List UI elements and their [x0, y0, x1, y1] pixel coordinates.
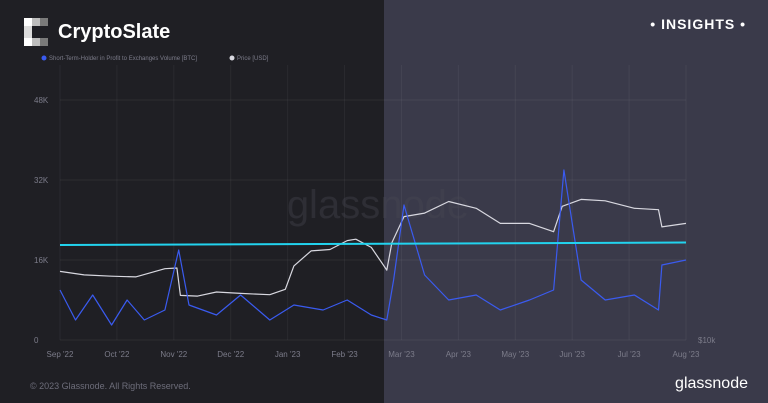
y-tick-label: 32K [34, 176, 49, 185]
chart-legend: Short-Term-Holder in Profit to Exchanges… [41, 55, 269, 62]
x-tick-label: Mar '23 [388, 350, 415, 359]
glassnode-logo: glassnode [675, 375, 748, 392]
legend-label: Short-Term-Holder in Profit to Exchanges… [49, 56, 197, 62]
cryptoslate-logo-icon [24, 18, 48, 46]
watermark-text: glassnode [287, 183, 469, 227]
grid-lines [59, 65, 687, 341]
x-tick-label: Dec '22 [217, 350, 244, 359]
brand-header: CryptoSlate [24, 18, 170, 46]
legend-marker [41, 55, 47, 61]
x-tick-label: Oct '22 [104, 350, 130, 359]
x-tick-label: Nov '22 [160, 350, 187, 359]
x-tick-label: Apr '23 [446, 350, 472, 359]
x-tick-label: Jan '23 [275, 350, 301, 359]
y-tick-label: 16K [34, 256, 49, 265]
background-left-panel [0, 0, 384, 403]
y-tick-label: 48K [34, 96, 49, 105]
volume-line [59, 169, 687, 326]
x-tick-label: Sep '22 [47, 350, 74, 359]
x-tick-label: Feb '23 [331, 350, 358, 359]
trendline [59, 241, 687, 246]
legend-marker [229, 55, 235, 61]
x-axis-ticks: Sep '22 Oct '22 Nov '22 Dec '22 Jan '23 Feb '… [47, 350, 700, 359]
y-axis-ticks: 0 16K 32K 48K $10k [34, 96, 716, 345]
x-tick-label: Jun '23 [559, 350, 585, 359]
series-layer [59, 169, 687, 326]
x-tick-label: May '23 [501, 350, 529, 359]
x-tick-label: Jul '23 [618, 350, 641, 359]
legend-label: Price [USD] [237, 56, 269, 62]
brand-title: CryptoSlate [58, 20, 171, 43]
y-tick-label-right: $10k [698, 336, 716, 345]
insights-label: • INSIGHTS • [650, 16, 746, 32]
y-tick-label: 0 [34, 336, 39, 345]
copyright-text: © 2023 Glassnode. All Rights Reserved. [30, 381, 191, 391]
x-tick-label: Aug '23 [673, 350, 700, 359]
